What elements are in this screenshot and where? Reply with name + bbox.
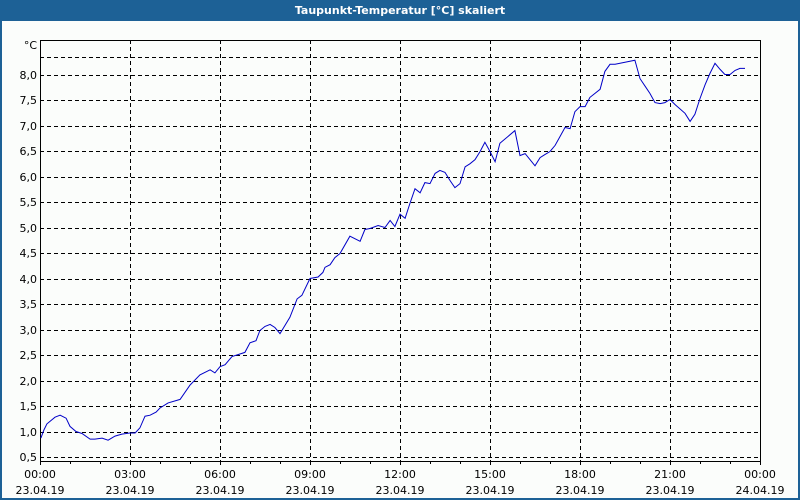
grid-lines <box>40 40 760 461</box>
y-tick-label: 3,0 <box>20 324 38 337</box>
y-tick-label: 0,5 <box>20 451 38 464</box>
x-tick-time: 09:00 <box>294 468 326 481</box>
y-axis-labels: °C 0,5 1,0 1,5 2,0 2,5 3,0 3,5 4,0 4,5 5,0 5,5 6,0 6,… <box>20 39 38 464</box>
x-tick-time: 00:00 <box>24 468 56 481</box>
axes <box>40 40 761 465</box>
y-tick-label: 6,0 <box>20 171 38 184</box>
x-tick-time: 21:00 <box>654 468 686 481</box>
x-tick-time: 15:00 <box>474 468 506 481</box>
y-tick-label: 7,5 <box>20 94 38 107</box>
y-tick-label: 4,5 <box>20 247 38 260</box>
x-tick-time: 12:00 <box>384 468 416 481</box>
x-tick-date: 24.04.19 <box>736 484 785 497</box>
x-tick-time: 06:00 <box>204 468 236 481</box>
x-tick-date: 23.04.19 <box>646 484 695 497</box>
chart-title: Taupunkt-Temperatur [°C] skaliert <box>0 0 800 21</box>
y-tick-label: 1,0 <box>20 426 38 439</box>
x-tick-date: 23.04.19 <box>466 484 515 497</box>
y-tick-label: 3,5 <box>20 298 38 311</box>
x-tick-time: 18:00 <box>564 468 596 481</box>
x-tick-time: 00:00 <box>744 468 776 481</box>
x-tick-date: 23.04.19 <box>106 484 155 497</box>
y-tick-label: 1,5 <box>20 400 38 413</box>
y-unit-label: °C <box>24 39 38 52</box>
x-tick-date: 23.04.19 <box>16 484 65 497</box>
y-tick-label: 2,5 <box>20 349 38 362</box>
x-tick-time: 03:00 <box>114 468 146 481</box>
y-tick-label: 4,0 <box>20 273 38 286</box>
x-tick-date: 23.04.19 <box>376 484 425 497</box>
x-axis-labels: 00:00 23.04.19 03:00 23.04.19 06:00 23.04.19 0… <box>16 468 785 497</box>
x-tick-date: 23.04.19 <box>286 484 335 497</box>
y-tick-label: 5,0 <box>20 222 38 235</box>
x-tick-date: 23.04.19 <box>196 484 245 497</box>
y-tick-label: 5,5 <box>20 196 38 209</box>
y-tick-label: 8,0 <box>20 69 38 82</box>
y-tick-label: 6,5 <box>20 145 38 158</box>
dewpoint-series-line <box>40 59 745 441</box>
x-tick-date: 23.04.19 <box>556 484 605 497</box>
y-tick-label: 7,0 <box>20 120 38 133</box>
y-tick-label: 2,0 <box>20 375 38 388</box>
